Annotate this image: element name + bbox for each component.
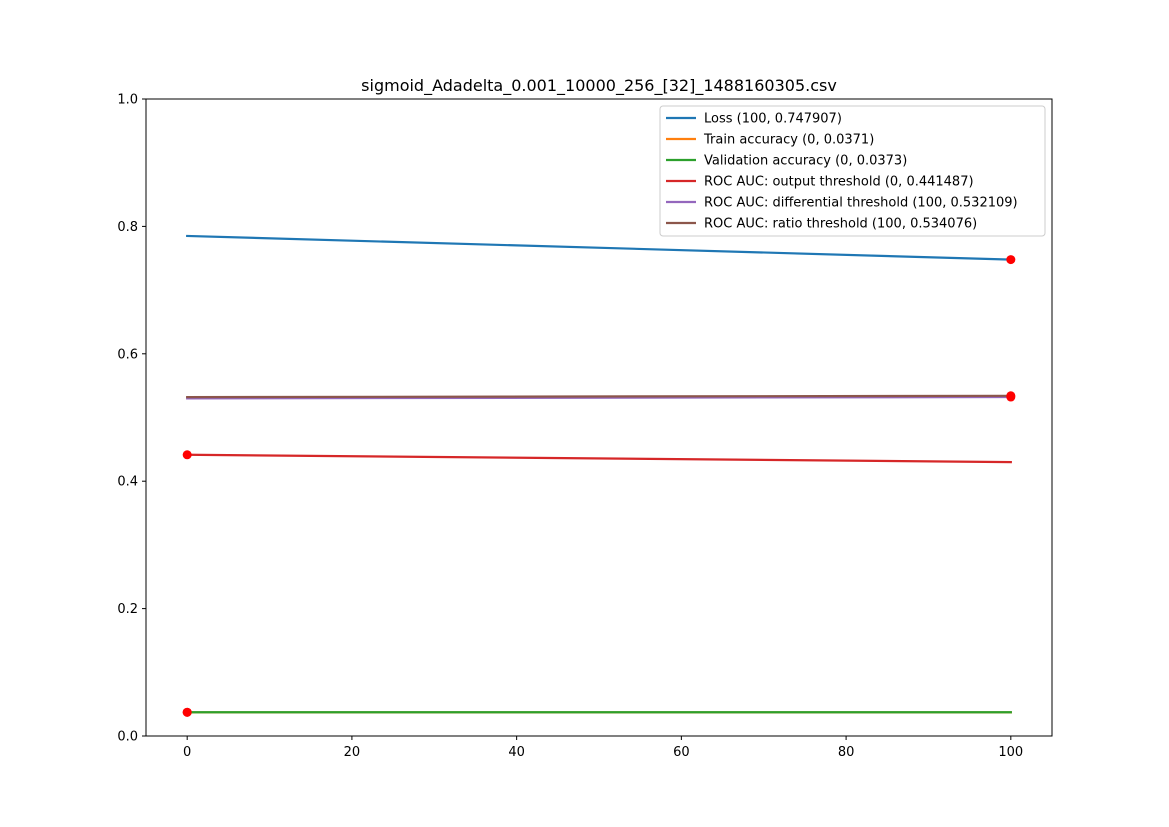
y-axis: 0.0 0.2 0.4 0.6 0.8 1.0 [117, 93, 146, 745]
series-marker-0 [1006, 255, 1016, 265]
x-tick-label: 60 [673, 745, 690, 760]
legend-box [659, 105, 1046, 237]
series-marker-2 [182, 707, 192, 717]
x-tick-label: 20 [344, 745, 361, 760]
y-tick-label: 0.0 [117, 730, 138, 745]
series-layer [186, 234, 1012, 714]
legend-label-1: Train accuracy (0, 0.0371) [703, 133, 874, 148]
x-tick-label: 0 [183, 745, 191, 760]
legend-label-4: ROC AUC: differential threshold (100, 0.… [704, 196, 1018, 211]
legend-label-3: ROC AUC: output threshold (0, 0.441487) [704, 175, 974, 190]
plot-area-frame [145, 98, 1053, 737]
y-tick-label: 0.2 [117, 602, 138, 617]
y-tick-label: 0.6 [117, 347, 138, 362]
y-tick-label: 1.0 [117, 93, 138, 108]
series-line-4 [186, 395, 1012, 400]
x-tick-label: 100 [998, 745, 1023, 760]
y-tick-label: 0.4 [117, 475, 138, 490]
legend-label-0: Loss (100, 0.747907) [704, 112, 842, 127]
x-axis: 0 20 40 60 80 100 [183, 736, 1023, 760]
y-tick-label: 0.8 [117, 220, 138, 235]
legend: Loss (100, 0.747907) Train accuracy (0, 0… [659, 105, 1046, 237]
series-line-0 [186, 234, 1012, 261]
x-tick-label: 40 [508, 745, 525, 760]
legend-label-2: Validation accuracy (0, 0.0373) [704, 154, 907, 169]
marker-layer [182, 255, 1016, 717]
series-line-3 [186, 453, 1012, 464]
chart-title: sigmoid_Adadelta_0.001_10000_256_[32]_14… [361, 76, 837, 96]
series-marker-3 [182, 450, 192, 460]
legend-label-5: ROC AUC: ratio threshold (100, 0.534076) [704, 217, 977, 232]
x-tick-label: 80 [838, 745, 855, 760]
series-marker-5 [1006, 391, 1016, 401]
series-line-5 [186, 394, 1012, 399]
